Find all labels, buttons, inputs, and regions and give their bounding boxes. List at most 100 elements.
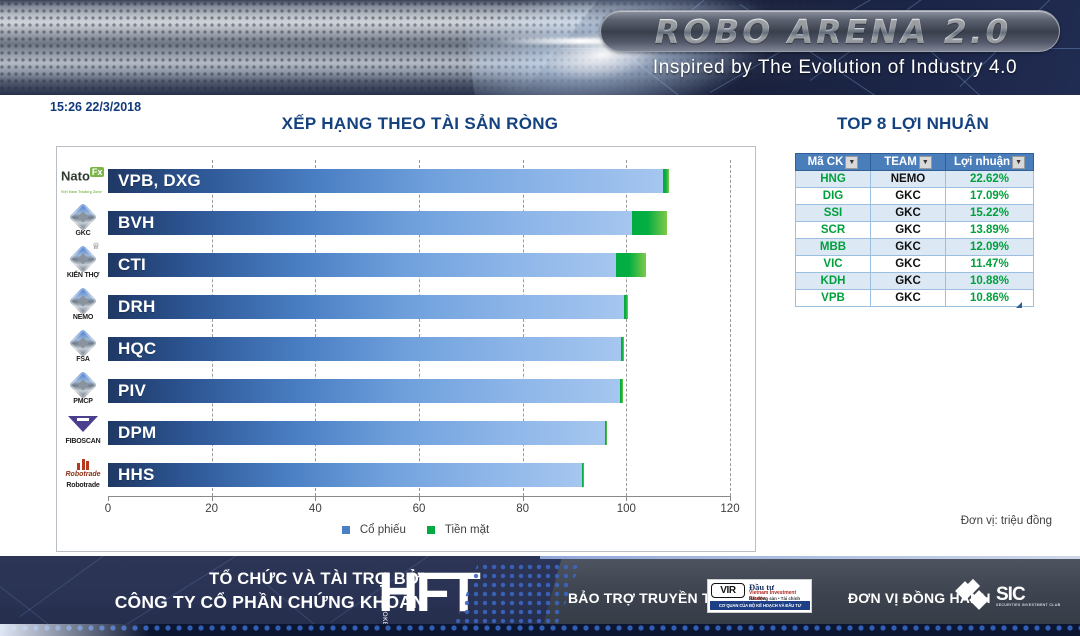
- table-cell-profit: 22.62%: [945, 170, 1034, 188]
- chart-bar-row: HHS: [108, 463, 730, 487]
- bar-segment-cash: [619, 379, 623, 403]
- x-axis-tick: [315, 496, 317, 501]
- x-axis-tick: [419, 496, 420, 501]
- chart-unit-note: Đơn vị: triệu đồng: [960, 515, 1052, 527]
- team-logo-column: Nato Fx Việt Nam Trading Zone GKC ♕ KIẾN THỢ N…: [57, 160, 109, 500]
- footer-dot-strip-fade: [0, 624, 150, 636]
- table-row[interactable]: SSI GKC 15.22%: [795, 204, 1034, 222]
- chart-bar-row: PIV: [108, 379, 730, 403]
- chart-gridline: [419, 160, 420, 496]
- bar-segment-cash: [662, 169, 669, 193]
- table-cell-code: VIC: [795, 255, 871, 273]
- table-cell-team: GKC: [870, 289, 946, 307]
- table-row[interactable]: KDH GKC 10.88%: [795, 272, 1034, 290]
- table-column-header[interactable]: Lợi nhuận ▼: [945, 153, 1034, 171]
- sponsor-line-1: TỔ CHỨC VÀ TÀI TRỢ BỞI: [209, 570, 425, 588]
- legend-label: Cổ phiếu: [359, 524, 406, 536]
- bar-segment-stocks: [108, 253, 616, 277]
- table-row[interactable]: SCR GKC 13.89%: [795, 221, 1034, 239]
- table-cell-profit: 15.22%: [945, 204, 1034, 222]
- bar-segment-stocks: [108, 169, 663, 193]
- table-cell-code: KDH: [795, 272, 871, 290]
- table-column-header[interactable]: TEAM ▼: [870, 153, 946, 171]
- partner-label: ĐƠN VỊ ĐỒNG HÀNH: [848, 590, 991, 606]
- legend-label: Tiền mặt: [444, 524, 490, 536]
- bar-label: BVH: [118, 213, 155, 232]
- chart-gridline: [315, 160, 317, 496]
- x-axis-tick: [730, 496, 731, 501]
- team-logo-nemo: NEMO: [57, 286, 109, 328]
- table-column-label: Mã CK: [807, 156, 844, 168]
- bar-segment-stocks: [108, 379, 620, 403]
- table-header-row: Mã CK ▼ TEAM ▼ Lợi nhuận ▼: [795, 153, 1034, 171]
- chart-bar-row: VPB, DXG: [108, 169, 730, 193]
- footer: TỔ CHỨC VÀ TÀI TRỢ BỞI CÔNG TY CỔ PHẦN C…: [0, 556, 1080, 636]
- bar-segment-stocks: [108, 421, 605, 445]
- chart-bar-row: DRH: [108, 295, 730, 319]
- chevron-down-icon[interactable]: ▼: [918, 155, 932, 169]
- team-logo-caption: NEMO: [72, 314, 94, 321]
- team-logo-caption: FIBOSCAN: [65, 438, 101, 445]
- bar-label: VPB, DXG: [118, 171, 201, 190]
- table-row[interactable]: MBB GKC 12.09%: [795, 238, 1034, 256]
- vir-mark: VIR: [711, 583, 745, 598]
- diamond-icon: [68, 370, 98, 400]
- chart-bar-row: HQC: [108, 337, 730, 361]
- top-banner: ROBO ARENA 2.0 Inspired by The Evolution…: [0, 0, 1080, 95]
- bar-segment-stocks: [108, 211, 632, 235]
- table-row[interactable]: VIC GKC 11.47%: [795, 255, 1034, 273]
- table-cell-code: VPB: [795, 289, 871, 307]
- bar-segment-stocks: [108, 463, 583, 487]
- table-resize-handle[interactable]: [1016, 302, 1022, 308]
- bar-segment-stocks: [108, 295, 625, 319]
- x-axis-tick-label: 40: [308, 503, 322, 515]
- legend-entry[interactable]: Cổ phiếu: [341, 524, 413, 536]
- vir-line-1: Đầu tư: [749, 582, 775, 592]
- sic-logo-text: SIC: [996, 584, 1026, 605]
- table-cell-profit: 10.88%: [945, 272, 1034, 290]
- table-column-header[interactable]: Mã CK ▼: [795, 153, 871, 171]
- table-row[interactable]: HNG NEMO 22.62%: [795, 170, 1034, 188]
- table-row[interactable]: VPB GKC 10.86%: [795, 289, 1034, 307]
- chart-gridline: [211, 160, 213, 496]
- chart-gridline: [730, 160, 731, 496]
- bar-label: CTI: [118, 255, 146, 274]
- table-column-label: TEAM: [884, 156, 917, 168]
- bar-segment-cash: [604, 421, 607, 445]
- chevron-down-icon[interactable]: ▼: [1012, 155, 1026, 169]
- chevron-down-icon[interactable]: ▼: [845, 155, 859, 169]
- team-logo-caption: KIẾN THỢ: [66, 272, 100, 279]
- table-body: HNG NEMO 22.62% DIG GKC 17.09% SSI GKC 15.22% SCR…: [795, 170, 1034, 307]
- hft-logo-vertical-text: ONLINE BROKER: [381, 572, 388, 632]
- x-axis-tick: [626, 496, 628, 501]
- vir-logo: VIR Đầu tư Vietnam Investment Review Bất…: [707, 579, 812, 613]
- app-title: ROBO ARENA 2.0: [608, 13, 1058, 51]
- bar-segment-cash: [624, 295, 628, 319]
- title-plate: [600, 10, 1060, 52]
- team-logo-fiboscan: FIBOSCAN: [57, 414, 109, 454]
- legend-entry[interactable]: Tiền mặt: [426, 524, 496, 536]
- chart-title: XẾP HẠNG THEO TÀI SẢN RÒNG: [281, 114, 559, 133]
- bar-segment-cash: [615, 253, 647, 277]
- natofx-icon: Nato Fx Việt Nam Trading Zone: [61, 167, 105, 195]
- chart-bar-row: CTI: [108, 253, 730, 277]
- chart-bar-row: DPM: [108, 421, 730, 445]
- banner-light-streak: [495, 38, 685, 44]
- diamond-icon: ♕: [68, 242, 100, 274]
- table-cell-team: NEMO: [870, 170, 946, 188]
- table-cell-team: GKC: [870, 187, 946, 205]
- timestamp: 15:26 22/3/2018: [50, 100, 142, 114]
- table-row[interactable]: DIG GKC 17.09%: [795, 187, 1034, 205]
- app-subtitle: Inspired by The Evolution of Industry 4.…: [652, 57, 1018, 78]
- table-cell-code: SSI: [795, 204, 871, 222]
- x-axis-tick-label: 60: [412, 503, 426, 515]
- sic-diamond-icon: [955, 578, 990, 611]
- bar-segment-cash: [582, 463, 585, 487]
- team-logo-caption: Robotrade: [66, 482, 100, 489]
- bar-segment-stocks: [108, 337, 621, 361]
- bar-segment-cash: [620, 337, 625, 361]
- bar-label: HQC: [118, 339, 157, 358]
- vir-ministry-bar: CƠ QUAN CỦA BỘ KẾ HOẠCH VÀ ĐẦU TƯ: [710, 601, 810, 610]
- table-cell-team: GKC: [870, 204, 946, 222]
